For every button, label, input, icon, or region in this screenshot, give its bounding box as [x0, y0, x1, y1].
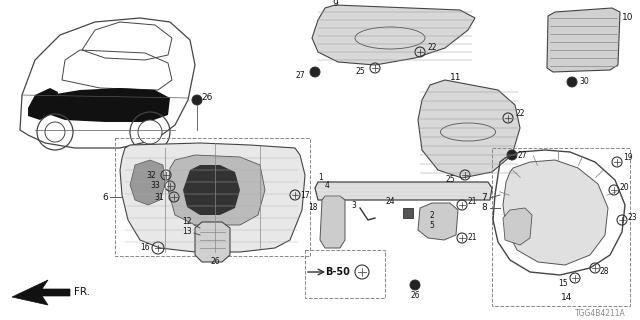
Bar — [305, 250, 385, 298]
Polygon shape — [312, 5, 475, 65]
Text: 25: 25 — [355, 68, 365, 76]
Polygon shape — [547, 8, 620, 72]
Text: 9: 9 — [332, 0, 338, 9]
Text: 33: 33 — [150, 181, 160, 190]
Text: 32: 32 — [147, 171, 156, 180]
Circle shape — [215, 250, 225, 260]
Text: 13: 13 — [182, 228, 192, 236]
Text: 22: 22 — [427, 44, 436, 52]
Polygon shape — [195, 222, 230, 262]
Text: 31: 31 — [154, 193, 164, 202]
Text: 26: 26 — [410, 291, 420, 300]
Polygon shape — [503, 160, 608, 265]
Text: 22: 22 — [515, 109, 525, 118]
Text: 7: 7 — [481, 194, 487, 203]
Polygon shape — [183, 165, 240, 215]
Polygon shape — [40, 88, 170, 122]
Circle shape — [45, 122, 65, 142]
Text: FR.: FR. — [74, 287, 90, 297]
Text: 10: 10 — [622, 13, 634, 22]
Text: 4: 4 — [325, 181, 330, 190]
Text: 1: 1 — [318, 173, 323, 182]
Text: 5: 5 — [429, 221, 435, 230]
Polygon shape — [418, 203, 458, 240]
Text: 23: 23 — [628, 213, 637, 222]
Text: 18: 18 — [308, 204, 318, 212]
Circle shape — [310, 67, 320, 77]
Text: 17: 17 — [300, 190, 310, 199]
Text: 26: 26 — [210, 258, 220, 267]
Text: 28: 28 — [600, 268, 609, 276]
Text: 3: 3 — [351, 201, 356, 210]
Text: 27: 27 — [296, 71, 305, 81]
Circle shape — [567, 77, 577, 87]
Text: 12: 12 — [182, 218, 192, 227]
Text: 24: 24 — [385, 197, 395, 206]
Circle shape — [138, 120, 162, 144]
Text: 16: 16 — [140, 244, 150, 252]
Text: 8: 8 — [481, 204, 487, 212]
Text: 19: 19 — [623, 154, 632, 163]
Text: 14: 14 — [561, 293, 573, 302]
Text: 15: 15 — [558, 278, 568, 287]
Text: 30: 30 — [579, 77, 589, 86]
Polygon shape — [120, 143, 305, 252]
Text: 27: 27 — [518, 150, 527, 159]
Circle shape — [410, 280, 420, 290]
Text: B-50: B-50 — [325, 267, 350, 277]
Text: 21: 21 — [467, 197, 477, 206]
Polygon shape — [130, 160, 165, 205]
Bar — [492, 148, 630, 306]
Text: 11: 11 — [450, 74, 461, 83]
Text: 20: 20 — [620, 183, 630, 193]
Bar — [115, 138, 310, 256]
Text: 26: 26 — [201, 92, 212, 101]
Circle shape — [192, 95, 202, 105]
Polygon shape — [28, 88, 58, 120]
Circle shape — [507, 150, 517, 160]
Text: 6: 6 — [102, 193, 108, 202]
Polygon shape — [168, 155, 265, 225]
Text: 21: 21 — [467, 234, 477, 243]
Bar — [403, 208, 413, 218]
Text: TGG4B4211A: TGG4B4211A — [575, 309, 626, 318]
Polygon shape — [315, 182, 492, 200]
Text: 2: 2 — [429, 211, 435, 220]
Polygon shape — [418, 80, 520, 178]
Polygon shape — [503, 208, 532, 245]
Text: 25: 25 — [445, 175, 455, 185]
Polygon shape — [320, 196, 345, 248]
Polygon shape — [12, 280, 70, 305]
